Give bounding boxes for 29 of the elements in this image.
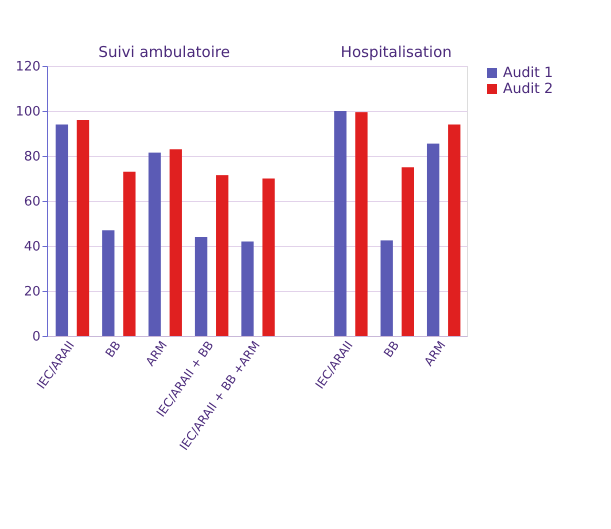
- bar: [216, 175, 228, 336]
- bar: [148, 152, 161, 336]
- text: Suivi ambulatoire: [98, 43, 230, 61]
- bar: [402, 167, 414, 336]
- bar: [262, 178, 275, 336]
- bar: [56, 124, 68, 336]
- bar: [355, 112, 368, 336]
- legend-label: Audit 2: [503, 81, 554, 97]
- bar: [334, 111, 346, 336]
- y-tick-label: 80: [24, 150, 40, 164]
- bar: [102, 230, 114, 336]
- legend-label: Audit 1: [503, 65, 554, 81]
- y-tick-label: 60: [24, 194, 40, 210]
- bar: [170, 149, 182, 336]
- text: Hospitalisation: [340, 43, 452, 61]
- x-tick-label: BB: [381, 338, 402, 360]
- y-tick-label: 120: [16, 60, 40, 74]
- bar: [123, 172, 136, 336]
- y-tick-label: 100: [16, 104, 40, 120]
- bar: [241, 242, 254, 336]
- x-tick-label: BB: [102, 338, 124, 360]
- y-tick-label: 0: [32, 330, 40, 344]
- bar: [426, 144, 440, 336]
- bar: [380, 240, 393, 336]
- bar: [194, 237, 208, 336]
- bar: [448, 124, 460, 336]
- y-tick-label: 40: [24, 240, 40, 254]
- y-tick-label: 20: [24, 284, 40, 300]
- bar: [76, 120, 90, 336]
